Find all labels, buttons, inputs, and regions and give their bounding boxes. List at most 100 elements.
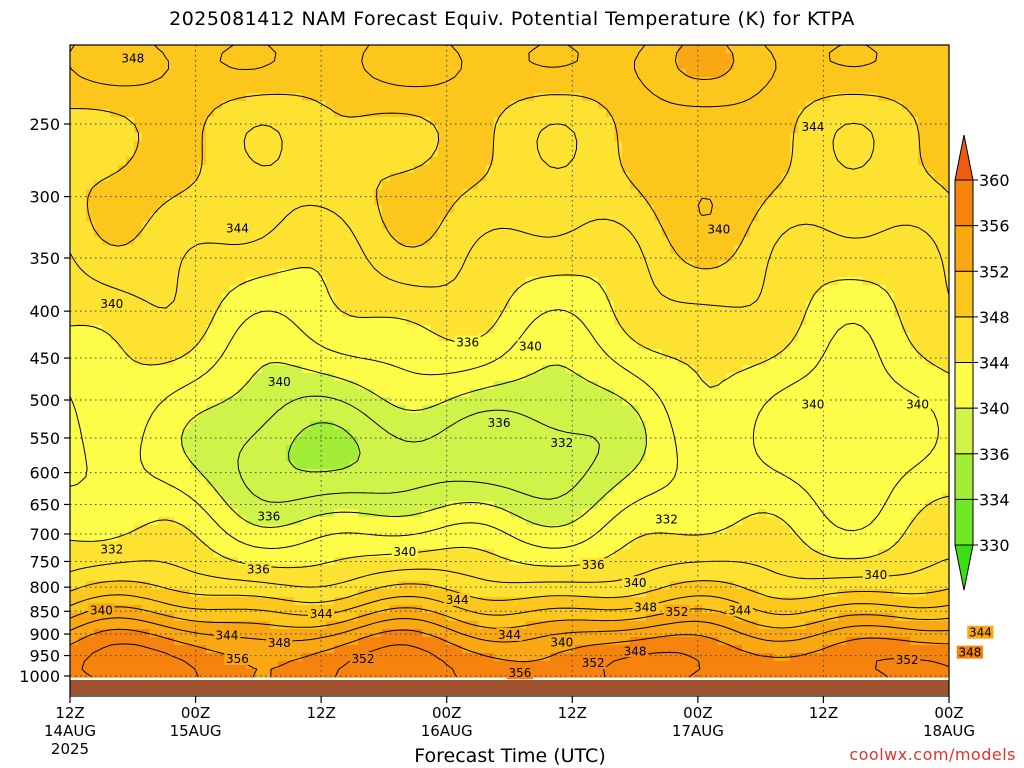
field-cell — [830, 389, 839, 398]
field-cell — [830, 381, 839, 390]
field-cell — [406, 237, 415, 246]
field-cell — [814, 293, 823, 302]
field-cell — [510, 389, 519, 398]
field-cell — [238, 277, 247, 286]
field-cell — [558, 293, 567, 302]
field-cell — [758, 357, 767, 366]
field-cell — [718, 61, 727, 70]
field-cell — [366, 245, 375, 254]
field-cell — [286, 309, 295, 318]
field-cell — [270, 389, 279, 398]
field-cell — [142, 373, 151, 382]
field-cell — [470, 173, 479, 182]
field-cell — [486, 213, 495, 222]
field-cell — [742, 173, 751, 182]
field-cell — [550, 205, 559, 214]
field-cell — [214, 245, 223, 254]
field-cell — [654, 365, 663, 374]
field-cell — [414, 157, 423, 166]
field-cell — [574, 229, 583, 238]
field-cell — [462, 261, 471, 270]
field-cell — [398, 389, 407, 398]
field-cell — [718, 205, 727, 214]
field-cell — [902, 341, 911, 350]
field-cell — [246, 173, 255, 182]
field-cell — [446, 405, 455, 414]
field-cell — [438, 77, 447, 86]
field-cell — [598, 45, 607, 54]
field-cell — [782, 149, 791, 158]
field-cell — [654, 285, 663, 294]
field-cell — [414, 253, 423, 262]
field-cell — [414, 397, 423, 406]
field-cell — [86, 77, 95, 86]
field-cell — [470, 285, 479, 294]
field-cell — [558, 389, 567, 398]
field-cell — [838, 237, 847, 246]
field-cell — [246, 317, 255, 326]
field-cell — [558, 189, 567, 198]
field-cell — [110, 157, 119, 166]
field-cell — [854, 397, 863, 406]
field-cell — [838, 349, 847, 358]
field-cell — [606, 157, 615, 166]
field-cell — [694, 309, 703, 318]
field-cell — [526, 397, 535, 406]
field-cell — [838, 109, 847, 118]
field-cell — [702, 277, 711, 286]
field-cell — [318, 381, 327, 390]
field-cell — [302, 237, 311, 246]
field-cell — [702, 165, 711, 174]
field-cell — [574, 141, 583, 150]
field-cell — [102, 125, 111, 134]
field-cell — [838, 373, 847, 382]
field-cell — [422, 269, 431, 278]
field-cell — [574, 349, 583, 358]
field-cell — [190, 389, 199, 398]
field-cell — [230, 133, 239, 142]
field-cell — [350, 325, 359, 334]
field-cell — [662, 69, 671, 78]
field-cell — [270, 277, 279, 286]
field-cell — [430, 173, 439, 182]
field-cell — [478, 213, 487, 222]
field-cell — [414, 77, 423, 86]
field-cell — [790, 117, 799, 126]
field-cell — [926, 317, 935, 326]
field-cell — [214, 285, 223, 294]
field-cell — [646, 349, 655, 358]
field-cell — [326, 197, 335, 206]
field-cell — [262, 349, 271, 358]
field-cell — [854, 141, 863, 150]
field-cell — [446, 53, 455, 62]
field-cell — [838, 381, 847, 390]
field-cell — [894, 341, 903, 350]
field-cell — [822, 277, 831, 286]
field-cell — [654, 109, 663, 118]
field-cell — [302, 165, 311, 174]
field-cell — [470, 365, 479, 374]
field-cell — [510, 141, 519, 150]
field-cell — [462, 93, 471, 102]
field-cell — [294, 365, 303, 374]
field-cell — [558, 181, 567, 190]
field-cell — [406, 173, 415, 182]
field-cell — [510, 205, 519, 214]
field-cell — [558, 229, 567, 238]
field-cell — [406, 389, 415, 398]
field-cell — [790, 229, 799, 238]
field-cell — [414, 317, 423, 326]
field-cell — [542, 397, 551, 406]
field-cell — [70, 277, 79, 286]
field-cell — [142, 173, 151, 182]
field-cell — [526, 45, 535, 54]
field-cell — [942, 389, 949, 398]
field-cell — [870, 189, 879, 198]
field-cell — [454, 77, 463, 86]
field-cell — [694, 253, 703, 262]
field-cell — [430, 349, 439, 358]
field-cell — [510, 365, 519, 374]
field-cell — [766, 229, 775, 238]
field-cell — [822, 253, 831, 262]
field-cell — [662, 341, 671, 350]
